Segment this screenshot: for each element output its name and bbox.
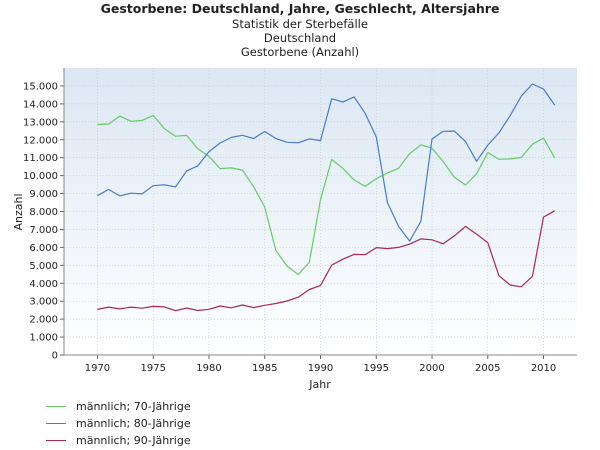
x-tick-label: 1995 (364, 363, 389, 374)
x-tick-label: 1970 (85, 363, 110, 374)
y-tick-label: 15.000 (23, 81, 58, 92)
y-tick-label: 1.000 (29, 333, 58, 344)
series (97, 83, 556, 312)
y-tick-label: 10.000 (23, 171, 58, 182)
legend-item-80: männlich; 80-Jährige (46, 415, 191, 432)
series-line-1 (97, 83, 556, 242)
x-tick-label: 1980 (196, 363, 221, 374)
y-tick-label: 12.000 (23, 135, 58, 146)
y-tick-label: 9.000 (29, 189, 58, 200)
legend-swatch-80 (46, 423, 66, 424)
axes: 0 1.000 2.000 3.000 4.000 5.000 6.000 7.000 8.00… (23, 68, 577, 374)
y-tick-label: 13.000 (23, 117, 58, 128)
legend-label-70: männlich; 70-Jährige (76, 400, 191, 413)
y-axis-title: Anzahl (12, 193, 25, 230)
y-tick-label: 14.000 (23, 99, 58, 110)
y-tick-label: 2.000 (29, 315, 58, 326)
legend-swatch-90 (46, 440, 66, 441)
y-tick-label: 4.000 (29, 279, 58, 290)
y-tick-label: 5.000 (29, 261, 58, 272)
y-tick-label: 11.000 (23, 153, 58, 164)
x-tick-label: 1985 (252, 363, 277, 374)
legend-item-70: männlich; 70-Jährige (46, 398, 191, 415)
series-line-0 (97, 114, 556, 276)
y-tick-label: 6.000 (29, 243, 58, 254)
subtitle-line-1: Statistik der Sterbefälle (232, 17, 368, 31)
x-axis-title: Jahr (308, 378, 331, 391)
y-tick-label: 7.000 (29, 225, 58, 236)
x-tick-label: 2010 (531, 363, 556, 374)
x-tick-label: 2005 (475, 363, 500, 374)
subtitle-line-3: Gestorbene (Anzahl) (240, 45, 360, 59)
chart-subtitle: Statistik der Sterbefälle Deutschland Ge… (0, 17, 600, 59)
legend-swatch-70 (46, 406, 66, 407)
legend-item-90: männlich; 90-Jährige (46, 432, 191, 449)
y-tick-label: 8.000 (29, 207, 58, 218)
x-tick-label: 1975 (140, 363, 165, 374)
legend-label-80: männlich; 80-Jährige (76, 417, 191, 430)
y-tick-label: 3.000 (29, 297, 58, 308)
subtitle-line-2: Deutschland (263, 31, 337, 45)
series-line-2 (97, 210, 555, 312)
legend: männlich; 70-Jährige männlich; 80-Jährig… (46, 398, 191, 449)
chart-title: Gestorbene: Deutschland, Jahre, Geschlec… (100, 1, 500, 16)
x-tick-label: 2000 (419, 363, 444, 374)
legend-label-90: männlich; 90-Jährige (76, 434, 191, 447)
y-tick-label: 0 (52, 351, 58, 362)
x-tick-label: 1990 (308, 363, 333, 374)
